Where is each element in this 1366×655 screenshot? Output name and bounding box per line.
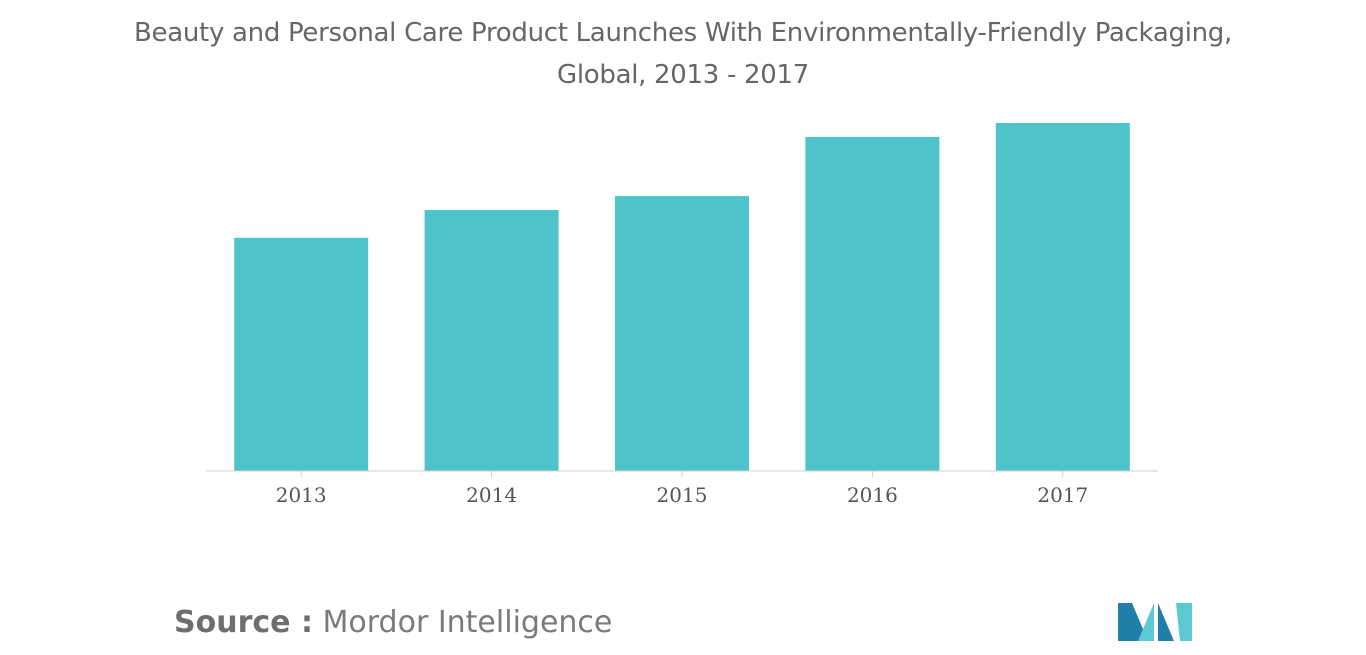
bar-2016	[805, 136, 940, 471]
bar-2015	[615, 196, 749, 471]
x-tick-label-2017: 2017	[1037, 483, 1088, 507]
x-axis-labels: 2013 2014 2015 2016 2017	[276, 483, 1089, 507]
logo-shape-middle	[1138, 603, 1154, 641]
x-tick-label-2014: 2014	[466, 483, 517, 507]
x-tick-label-2015: 2015	[657, 483, 708, 507]
mordor-intelligence-logo	[1118, 603, 1192, 641]
logo-shape-left	[1118, 603, 1148, 641]
bar-2017	[995, 123, 1130, 471]
logo-shape-right-light	[1176, 603, 1192, 641]
source-note: Source : Mordor Intelligence	[174, 605, 612, 640]
chart-title-line-2: Global, 2013 - 2017	[556, 60, 809, 90]
x-tick-label-2013: 2013	[276, 483, 327, 507]
source-name: Mordor Intelligence	[322, 605, 613, 640]
bar-group	[234, 123, 1130, 471]
chart-title: Beauty and Personal Care Product Launche…	[0, 12, 1366, 96]
x-axis-ticks	[300, 471, 1064, 477]
source-prefix: Source :	[174, 605, 313, 640]
logo-shape-right-dark	[1158, 603, 1174, 641]
bar-2013	[234, 237, 369, 471]
bar-2014	[424, 210, 559, 471]
x-tick-label-2016: 2016	[847, 483, 898, 507]
chart-title-line-1: Beauty and Personal Care Product Launche…	[134, 18, 1232, 48]
